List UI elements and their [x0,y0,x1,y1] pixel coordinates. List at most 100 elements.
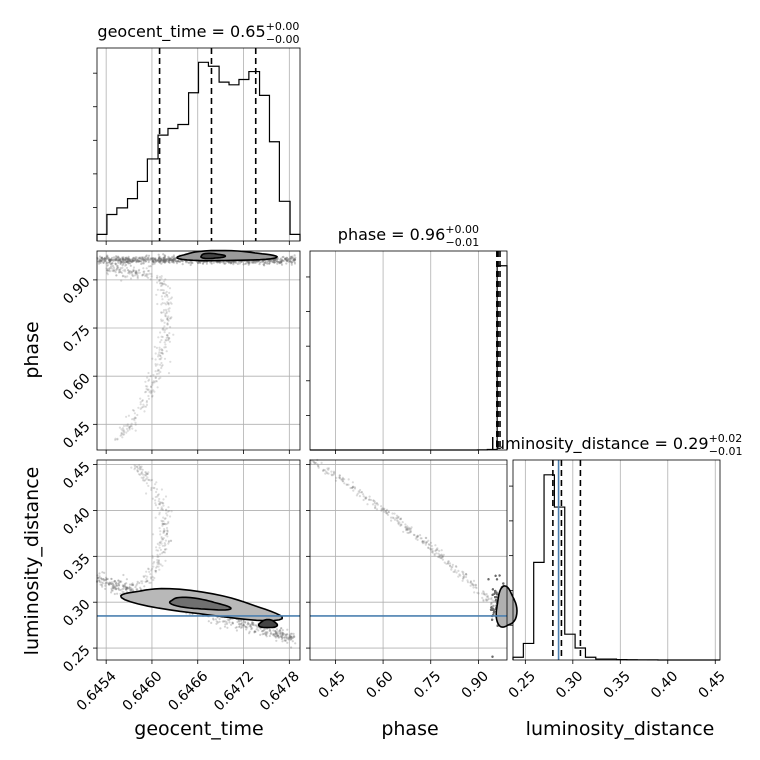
scatter-point [251,627,254,630]
scatter-point [119,270,122,273]
scatter-point [160,501,164,504]
scatter-point [272,258,275,261]
scatter-point [125,263,128,266]
y-tick-label: 0.75 [60,322,93,355]
scatter-point [122,269,125,272]
scatter-point [145,390,148,393]
scatter-point [274,632,277,635]
scatter-point [152,389,155,392]
scatter-point [152,381,155,384]
scatter-point [494,599,498,602]
scatter-point [141,580,144,583]
scatter-point [216,261,219,264]
scatter-point [120,428,123,431]
scatter-point [114,587,118,590]
scatter-point [108,258,112,261]
scatter-point [124,260,127,263]
scatter-point [419,534,422,537]
scatter-point [280,631,283,634]
scatter-point [158,257,161,260]
scatter-point [150,486,153,490]
scatter-point [495,596,498,599]
scatter-point [156,386,159,389]
scatter-point [282,255,285,258]
scatter-point [122,262,125,266]
scatter-point [122,256,125,259]
scatter-point [167,257,171,260]
scatter-point [151,258,154,261]
scatter-point [125,260,128,264]
scatter-point [133,468,136,471]
scatter-point [292,257,295,260]
scatter-point [160,311,163,314]
scatter-point [275,628,279,631]
scatter-point [116,264,119,267]
scatter-point [140,260,143,263]
scatter-point [127,269,130,272]
scatter-point [122,258,125,261]
x-tick-label: 0.6478 [257,668,303,714]
scatter-point [210,262,213,265]
scatter-point [117,271,121,274]
scatter-point [129,262,132,265]
scatter-point [120,271,123,274]
scatter-point [177,260,180,263]
scatter-point [175,260,178,263]
scatter-point [124,257,127,260]
scatter-point [154,483,157,486]
scatter-point [438,549,441,553]
scatter-point [161,335,164,339]
scatter-point [495,578,499,581]
scatter-point [278,260,281,263]
scatter-point [166,323,169,326]
scatter-point [106,263,109,267]
scatter-point [166,294,169,297]
scatter-point [481,596,484,600]
scatter-point [163,259,167,263]
scatter-point [173,259,176,262]
scatter-point [124,258,127,261]
scatter-point [164,260,167,263]
scatter-point [276,260,279,263]
scatter-point [157,561,161,564]
scatter-point [169,360,172,363]
scatter-point [121,256,124,259]
scatter-point [122,587,125,590]
scatter-point [209,261,212,264]
scatter-point [275,631,278,634]
scatter-point [133,419,136,422]
scatter-point [276,258,279,261]
scatter-point [232,261,235,264]
scatter-point [283,636,286,639]
scatter-point [401,521,404,524]
scatter-point [223,625,227,628]
scatter-point [278,631,281,634]
scatter-point [134,258,137,261]
scatter-point [277,636,280,639]
scatter-point [166,257,169,260]
y-axis-label-phase: phase [21,321,43,378]
scatter-point [114,588,118,591]
scatter-point [160,348,163,351]
scatter-point [129,259,132,262]
scatter-point [124,276,127,279]
title-minus: −0.01 [445,236,479,249]
scatter-point [105,267,108,270]
scatter-point [278,262,281,265]
scatter-point [146,256,149,259]
scatter-point [247,261,250,264]
scatter-point [279,634,282,637]
scatter-point [332,473,335,476]
scatter-point [128,426,131,429]
scatter-point [273,633,276,636]
scatter-point [142,267,145,270]
scatter-point [169,301,172,304]
scatter-point [119,588,122,592]
scatter-point [338,474,341,477]
scatter-point [287,258,290,261]
scatter-point [116,266,119,269]
scatter-point [248,632,251,635]
scatter-point [238,620,241,623]
scatter-point [498,574,501,577]
scatter-point [147,388,150,391]
